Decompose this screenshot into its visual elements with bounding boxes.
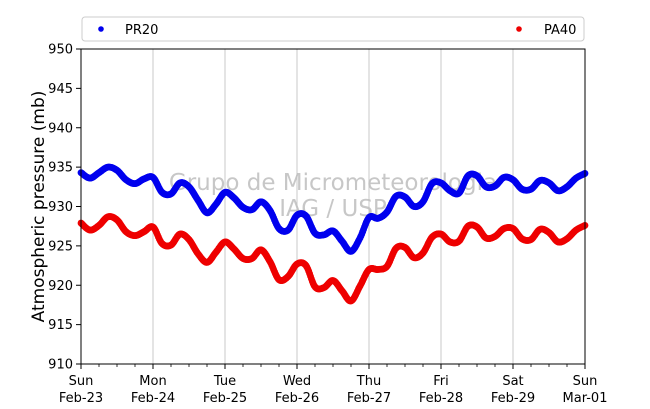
x-tick-label-date: Mar-01: [563, 391, 608, 406]
legend: PR20 PA40: [81, 16, 585, 42]
x-tick-label-day: Thu: [356, 374, 381, 389]
legend-label-pa40: PA40: [544, 23, 576, 38]
x-tick-label-day: Fri: [433, 374, 449, 389]
legend-label-pr20: PR20: [125, 23, 158, 38]
x-tick-label-date: Feb-24: [131, 391, 175, 406]
grid-lines: [152, 49, 514, 364]
data-series: [77, 163, 589, 305]
y-tick-label: 920: [48, 279, 73, 294]
series-pa40: [77, 213, 589, 305]
y-tick-label: 910: [48, 358, 73, 373]
x-axis: Sun Feb-23 Mon Feb-24 Tue Feb-25 Wed Feb-26 Thu F…: [59, 364, 608, 406]
x-tick-label-date: Feb-25: [203, 391, 247, 406]
x-tick-label-day: Wed: [283, 374, 311, 389]
x-tick-label-day: Sun: [573, 374, 598, 389]
x-tick-label-date: Feb-23: [59, 391, 103, 406]
y-tick-label: 925: [48, 239, 73, 254]
y-tick-label: 950: [48, 43, 73, 58]
y-tick-label: 930: [48, 200, 73, 215]
x-tick-label-date: Feb-28: [419, 391, 463, 406]
x-tick-label-day: Mon: [139, 374, 166, 389]
y-tick-label: 915: [48, 318, 73, 333]
legend-box: [81, 16, 585, 42]
x-tick-label-date: Feb-29: [491, 391, 535, 406]
series-pr20: [77, 163, 589, 255]
x-tick-label-day: Tue: [213, 374, 236, 389]
y-axis: 910 915 920 925 930 935 940 945 950: [48, 43, 81, 373]
y-tick-label: 945: [48, 82, 73, 97]
x-tick-label-date: Feb-27: [347, 391, 391, 406]
x-tick-label-day: Sat: [502, 374, 523, 389]
legend-marker-pa40: [516, 26, 522, 32]
y-tick-label: 935: [48, 161, 73, 176]
y-axis-label: Atmospheric pressure (mb): [29, 91, 49, 323]
legend-marker-pr20: [98, 26, 104, 32]
y-tick-label: 940: [48, 121, 73, 136]
x-tick-label-date: Feb-26: [275, 391, 319, 406]
x-tick-label-day: Sun: [69, 374, 94, 389]
